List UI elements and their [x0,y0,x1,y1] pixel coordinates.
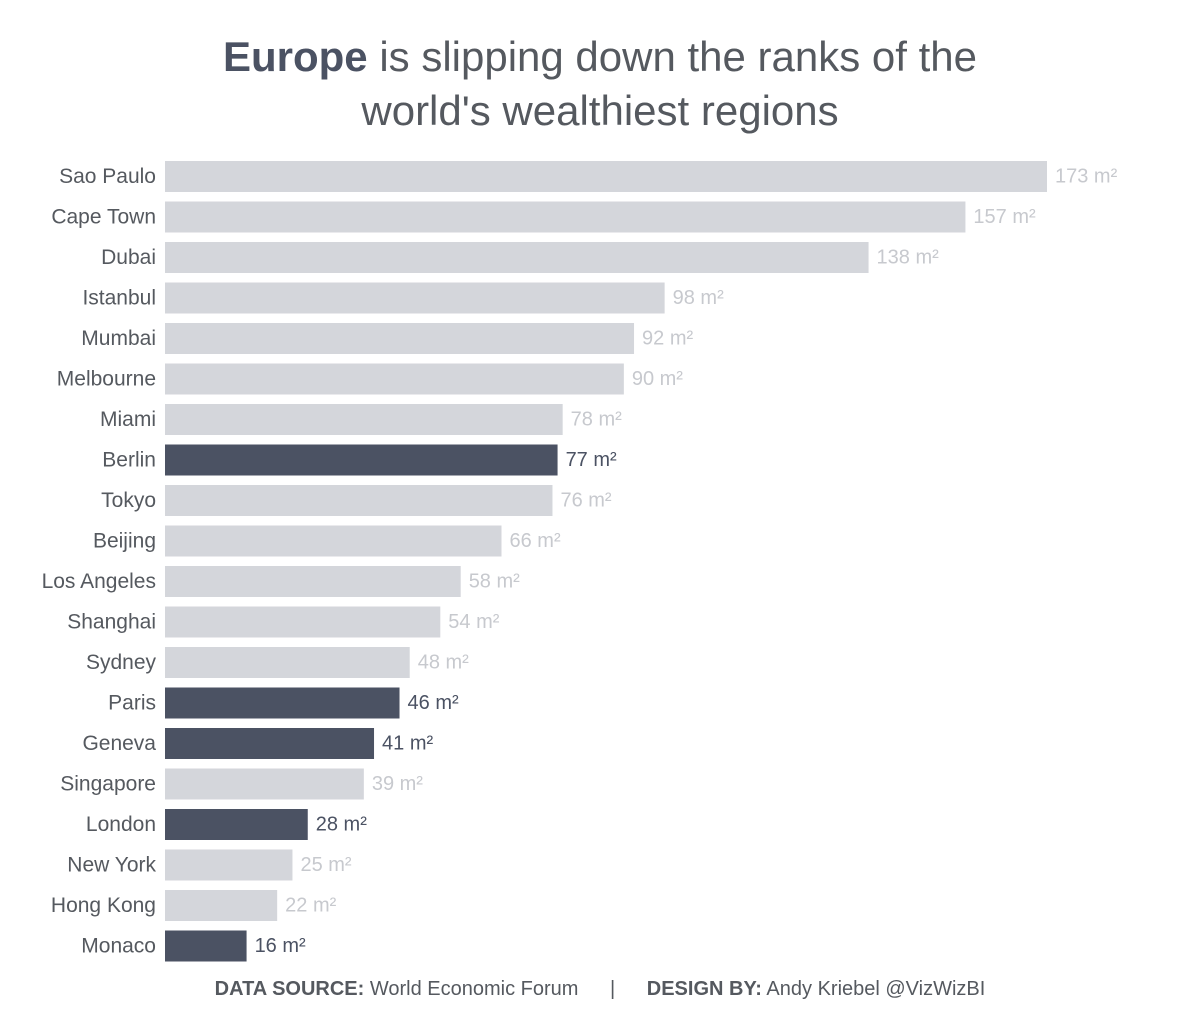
category-label-shanghai: Shanghai [67,611,156,634]
bar-melbourne [165,363,624,395]
bar-hong-kong [165,890,278,921]
title-highlight: Europe [222,33,368,80]
category-label-sydney: Sydney [86,651,157,674]
category-label-geneva: Geneva [82,732,156,755]
footer-separator: | [610,978,616,1000]
bar-paris [165,687,400,719]
category-label-beijing: Beijing [93,530,156,553]
value-label-beijing: 66 m² [509,530,560,552]
bar-miami [165,404,563,435]
value-label-shanghai: 54 m² [448,611,499,633]
value-label-berlin: 77 m² [566,449,617,471]
category-label-paris: Paris [108,692,156,715]
category-label-tokyo: Tokyo [101,489,156,512]
value-label-istanbul: 98 m² [673,287,724,309]
source-value: World Economic Forum [369,978,579,1000]
value-label-mumbai: 92 m² [642,328,693,350]
bar-mumbai [165,323,635,354]
bar-monaco [165,930,247,962]
bar-los-angeles [165,566,461,597]
category-label-new-york: New York [67,854,156,877]
bar-berlin [165,444,558,476]
category-label-monaco: Monaco [81,935,156,958]
value-label-new-york: 25 m² [300,854,351,876]
title-line1-rest: is slipping down the ranks of the [367,33,978,80]
value-label-hong-kong: 22 m² [285,895,336,917]
value-label-sao-paulo: 173 m² [1055,166,1118,188]
value-label-london: 28 m² [316,814,367,836]
category-label-mumbai: Mumbai [81,327,156,350]
bar-geneva [165,728,375,759]
value-label-singapore: 39 m² [372,773,423,795]
bar-shanghai [165,606,441,638]
category-label-berlin: Berlin [102,449,156,472]
category-label-sao-paulo: Sao Paulo [59,165,156,188]
value-label-los-angeles: 58 m² [469,571,520,593]
bar-sydney [165,647,410,678]
value-label-tokyo: 76 m² [560,490,611,512]
category-label-london: London [86,813,156,836]
bar-sao-paulo [165,161,1047,192]
value-label-dubai: 138 m² [877,247,940,269]
value-label-melbourne: 90 m² [632,368,683,390]
design-label: DESIGN BY: [646,978,762,1000]
title-line2: world's wealthiest regions [361,87,839,134]
bar-tokyo [165,485,553,516]
source-label: DATA SOURCE: [214,978,365,1000]
chart-title: Europe is slipping down the ranks of the… [0,30,1200,138]
category-label-miami: Miami [100,408,156,431]
value-label-miami: 78 m² [571,409,622,431]
bar-beijing [165,525,502,557]
value-label-geneva: 41 m² [382,733,433,755]
value-label-monaco: 16 m² [255,935,306,957]
bar-cape-town [165,201,966,233]
category-label-istanbul: Istanbul [82,287,156,310]
value-label-paris: 46 m² [408,692,459,714]
bar-singapore [165,768,364,800]
bar-new-york [165,849,293,881]
design-value: Andy Kriebel @VizWizBI [766,978,986,1000]
value-label-sydney: 48 m² [418,652,469,674]
bar-dubai [165,242,869,273]
category-label-los-angeles: Los Angeles [42,570,156,593]
category-label-melbourne: Melbourne [57,368,156,391]
bar-istanbul [165,282,665,314]
value-label-cape-town: 157 m² [973,206,1036,228]
category-label-dubai: Dubai [101,246,156,269]
footer: DATA SOURCE: World Economic Forum | DESI… [0,978,1200,1001]
category-label-singapore: Singapore [60,773,156,796]
category-label-hong-kong: Hong Kong [51,894,156,917]
category-label-cape-town: Cape Town [51,206,156,229]
bar-london [165,809,308,840]
